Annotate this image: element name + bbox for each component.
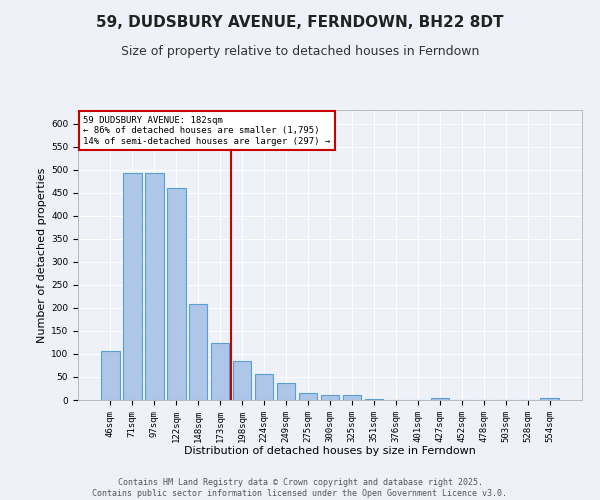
Bar (211, 343, 229, 400)
Bar (101, 351, 119, 400)
Bar (299, 393, 317, 400)
Bar (167, 188, 185, 400)
Text: Size of property relative to detached houses in Ferndown: Size of property relative to detached ho… (121, 45, 479, 58)
Bar (365, 399, 383, 400)
Text: 59, DUDSBURY AVENUE, FERNDOWN, BH22 8DT: 59, DUDSBURY AVENUE, FERNDOWN, BH22 8DT (96, 15, 504, 30)
Bar (255, 374, 274, 400)
Bar (145, 173, 164, 400)
Y-axis label: Number of detached properties: Number of detached properties (37, 168, 47, 342)
Bar (123, 173, 142, 400)
Bar (343, 395, 361, 400)
Bar (320, 396, 340, 400)
Bar (277, 382, 295, 400)
X-axis label: Distribution of detached houses by size in Ferndown: Distribution of detached houses by size … (184, 446, 476, 456)
Bar (233, 362, 251, 400)
Bar (431, 398, 449, 400)
Bar (189, 304, 208, 400)
Text: 59 DUDSBURY AVENUE: 182sqm
← 86% of detached houses are smaller (1,795)
14% of s: 59 DUDSBURY AVENUE: 182sqm ← 86% of deta… (83, 116, 330, 146)
Text: Contains HM Land Registry data © Crown copyright and database right 2025.
Contai: Contains HM Land Registry data © Crown c… (92, 478, 508, 498)
Bar (541, 398, 559, 400)
